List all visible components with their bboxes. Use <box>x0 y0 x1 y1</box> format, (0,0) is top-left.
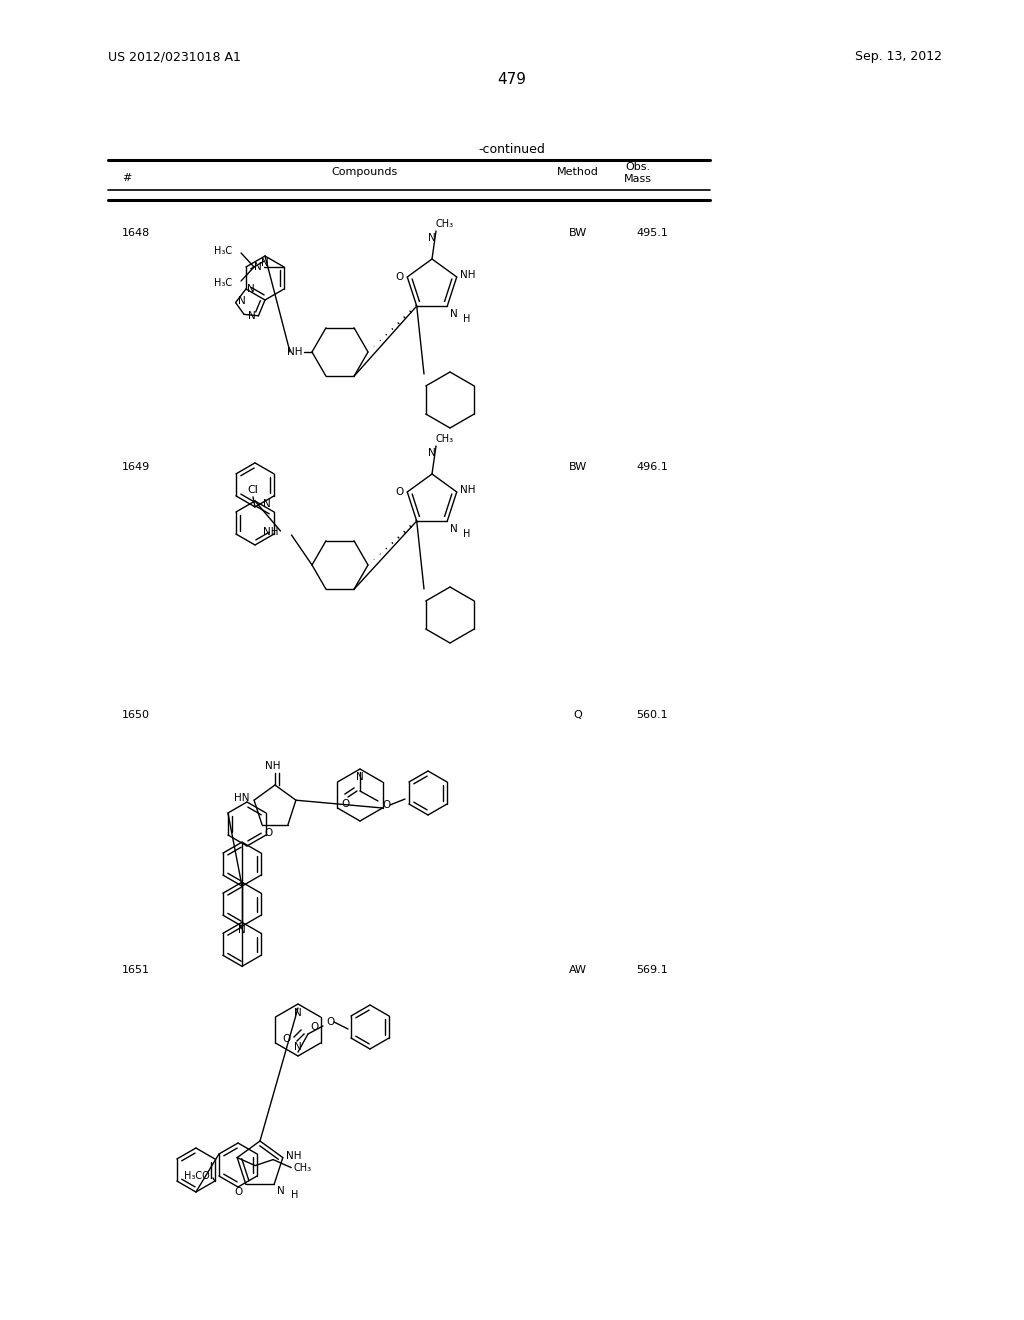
Text: H₃CO: H₃CO <box>184 1171 210 1181</box>
Text: O: O <box>283 1034 291 1044</box>
Text: NH: NH <box>286 1151 301 1160</box>
Text: CH₃: CH₃ <box>293 1163 311 1172</box>
Text: NH: NH <box>287 347 302 356</box>
Text: Method: Method <box>557 168 599 177</box>
Text: BW: BW <box>569 462 587 473</box>
Text: H₃C: H₃C <box>214 246 232 256</box>
Text: N: N <box>428 447 436 458</box>
Text: N: N <box>278 1187 285 1196</box>
Text: N: N <box>294 1041 302 1052</box>
Text: Mass: Mass <box>624 174 652 183</box>
Text: Sep. 13, 2012: Sep. 13, 2012 <box>855 50 942 63</box>
Text: 479: 479 <box>498 73 526 87</box>
Text: Compounds: Compounds <box>332 168 398 177</box>
Text: H₃C: H₃C <box>214 279 232 288</box>
Text: O: O <box>395 487 403 496</box>
Text: O: O <box>326 1016 334 1027</box>
Text: 1649: 1649 <box>122 462 151 473</box>
Text: N: N <box>451 309 458 319</box>
Text: O: O <box>234 1188 243 1197</box>
Text: Obs.: Obs. <box>626 162 650 172</box>
Text: N: N <box>239 925 246 936</box>
Text: 1648: 1648 <box>122 228 151 238</box>
Text: -continued: -continued <box>478 143 546 156</box>
Text: NH: NH <box>460 271 475 280</box>
Text: N: N <box>247 284 255 294</box>
Text: AW: AW <box>569 965 587 975</box>
Text: HN: HN <box>233 793 249 803</box>
Text: N: N <box>239 297 246 306</box>
Text: N: N <box>451 524 458 535</box>
Text: BW: BW <box>569 228 587 238</box>
Text: N: N <box>254 261 262 272</box>
Text: 495.1: 495.1 <box>636 228 668 238</box>
Text: #: # <box>122 173 131 183</box>
Text: N: N <box>263 499 271 510</box>
Text: US 2012/0231018 A1: US 2012/0231018 A1 <box>108 50 241 63</box>
Text: 560.1: 560.1 <box>636 710 668 719</box>
Text: O: O <box>395 272 403 282</box>
Text: N: N <box>428 234 436 243</box>
Text: N: N <box>294 1008 302 1018</box>
Text: 496.1: 496.1 <box>636 462 668 473</box>
Text: NH: NH <box>265 762 281 771</box>
Text: CH₃: CH₃ <box>436 434 454 444</box>
Text: H: H <box>463 529 471 539</box>
Text: H: H <box>291 1191 298 1200</box>
Text: N: N <box>261 257 269 268</box>
Text: 1651: 1651 <box>122 965 150 975</box>
Text: CH₃: CH₃ <box>436 219 454 228</box>
Text: NH: NH <box>263 527 279 537</box>
Text: NH: NH <box>460 484 475 495</box>
Text: 569.1: 569.1 <box>636 965 668 975</box>
Text: O: O <box>310 1022 318 1032</box>
Text: 1650: 1650 <box>122 710 150 719</box>
Text: O: O <box>342 799 350 809</box>
Text: N: N <box>356 772 364 781</box>
Text: Q: Q <box>573 710 583 719</box>
Text: O: O <box>264 828 272 838</box>
Text: Cl: Cl <box>248 484 258 495</box>
Text: H: H <box>463 314 471 323</box>
Text: N: N <box>248 310 255 321</box>
Text: O: O <box>382 800 390 810</box>
